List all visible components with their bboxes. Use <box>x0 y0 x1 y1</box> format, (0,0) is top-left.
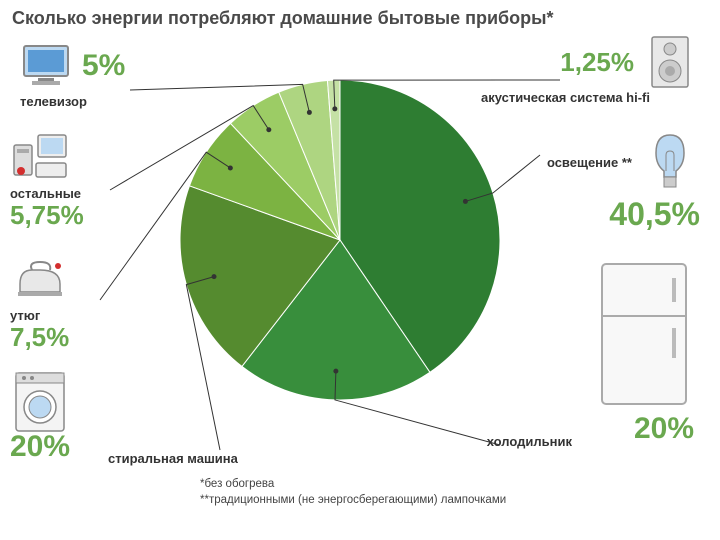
label-tv: 5% телевизор <box>16 38 125 110</box>
other-pct: 5,75% <box>10 202 84 228</box>
fridge-cat: холодильник <box>487 434 572 450</box>
tv-icon <box>16 38 76 94</box>
fridge-icon <box>594 260 694 410</box>
hifi-cat: акустическая система hi-fi <box>481 90 650 106</box>
footnote-2: **традиционными (не энергосберегающими) … <box>200 494 506 506</box>
label-hifi: 1,25% акустическая система hi-fi <box>481 34 700 106</box>
label-lighting: освещение ** 40,5% <box>547 130 700 230</box>
tv-cat: телевизор <box>20 94 87 110</box>
washer-cat: стиральная машина <box>108 451 238 467</box>
bulb-icon <box>640 130 700 196</box>
washer-icon <box>10 370 70 434</box>
iron-icon <box>10 252 70 308</box>
footnote-1: *без обогрева <box>200 478 274 490</box>
label-fridge: 20% <box>594 260 694 444</box>
hifi-pct: 1,25% <box>560 49 634 75</box>
computer-icon <box>10 130 70 186</box>
tv-pct: 5% <box>82 51 125 81</box>
hifi-icon <box>640 34 700 90</box>
label-other: остальные 5,75% <box>10 130 84 228</box>
lighting-cat: освещение ** <box>547 155 632 171</box>
label-washer: 20% <box>10 370 70 462</box>
fridge-pct: 20% <box>634 414 694 444</box>
washer-pct: 20% <box>10 432 70 462</box>
label-iron: утюг 7,5% <box>10 252 70 350</box>
lighting-pct: 40,5% <box>609 198 700 230</box>
iron-pct: 7,5% <box>10 324 69 350</box>
